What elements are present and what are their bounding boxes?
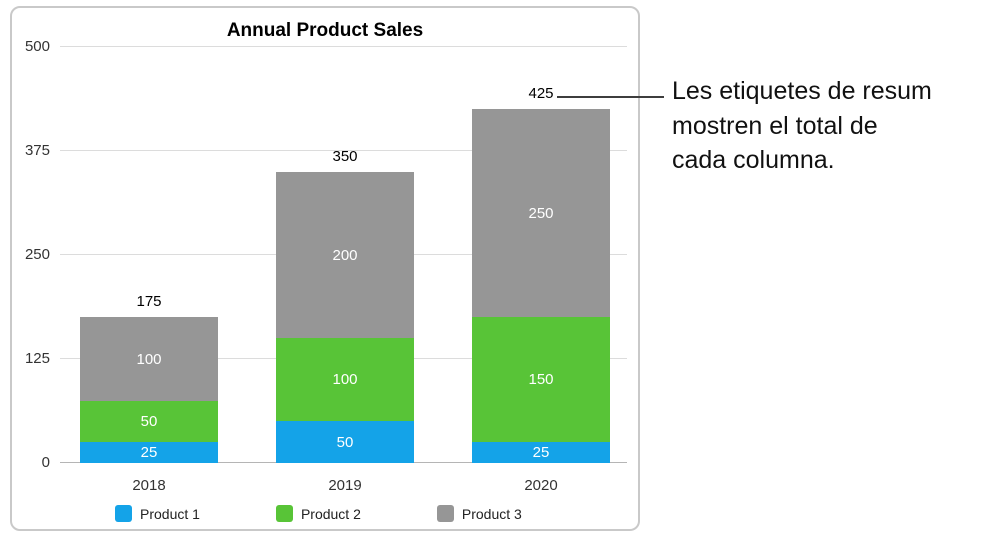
category-label: 2018 (132, 477, 166, 494)
plot-area: 0 125 250 375 500 25 50 100 175 2018 50 100 200 350 20… (25, 38, 627, 494)
segment-value-label: 50 (336, 433, 354, 451)
bar-segment: 200 (276, 171, 414, 339)
bar-segment: 100 (276, 338, 414, 422)
legend: Product 1 Product 2 Product 3 (115, 505, 522, 522)
category-label: 2019 (328, 477, 362, 494)
bar-segment: 25 (80, 442, 218, 463)
chart-title: Annual Product Sales (226, 20, 424, 41)
callout-text: Les etiquetes de resum mostren el total … (672, 74, 982, 178)
category-label: 2020 (524, 477, 558, 494)
legend-label: Product 2 (300, 505, 361, 522)
bars-group: 25 50 100 175 2018 50 100 200 350 2019 25 150 250 425… (80, 47, 610, 494)
segment-value-label: 50 (140, 412, 158, 430)
y-tick-label: 375 (24, 142, 50, 159)
legend-item: Product 2 (275, 505, 361, 522)
callout-text-line: cada columna. (672, 146, 835, 174)
y-tick-label: 0 (41, 454, 50, 471)
segment-value-label: 25 (532, 444, 550, 462)
legend-swatch (115, 505, 132, 522)
bar-segment: 150 (472, 317, 610, 443)
segment-value-label: 150 (528, 371, 554, 389)
segment-value-label: 250 (528, 204, 554, 222)
segment-value-label: 200 (332, 246, 358, 264)
legend-item: Product 3 (436, 505, 522, 522)
legend-label: Product 1 (140, 505, 200, 522)
chart-frame: Annual Product Sales 0 125 250 375 500 25 50 10… (10, 6, 640, 531)
callout-connector-line (557, 96, 664, 98)
y-tick-label: 125 (24, 350, 50, 367)
total-label: 350 (332, 147, 358, 165)
bar-segment: 50 (276, 421, 414, 463)
bar-column: 25 50 100 175 2018 (80, 293, 218, 494)
callout-text-line: Les etiquetes de resum (672, 77, 932, 105)
bar-segment: 50 (80, 400, 218, 443)
total-label: 425 (528, 85, 554, 103)
bar-segment: 250 (472, 109, 610, 318)
bar-column: 25 150 250 425 2020 (472, 85, 610, 494)
callout-text-line: mostren el total de (672, 111, 878, 140)
gridline (60, 150, 627, 151)
legend-label: Product 3 (461, 505, 522, 522)
legend-swatch (436, 505, 454, 522)
y-tick-label: 500 (24, 38, 50, 55)
segment-value-label: 100 (136, 350, 162, 368)
legend-item: Product 1 (115, 505, 200, 522)
bar-segment: 25 (472, 442, 610, 463)
bar-segment: 100 (80, 317, 218, 401)
y-tick-label: 250 (24, 246, 50, 263)
gridline (60, 46, 627, 47)
total-label: 175 (136, 293, 162, 311)
segment-value-label: 100 (332, 371, 358, 389)
bar-column: 50 100 200 350 2019 (276, 148, 414, 494)
segment-value-label: 25 (140, 444, 158, 462)
legend-swatch (275, 505, 293, 522)
